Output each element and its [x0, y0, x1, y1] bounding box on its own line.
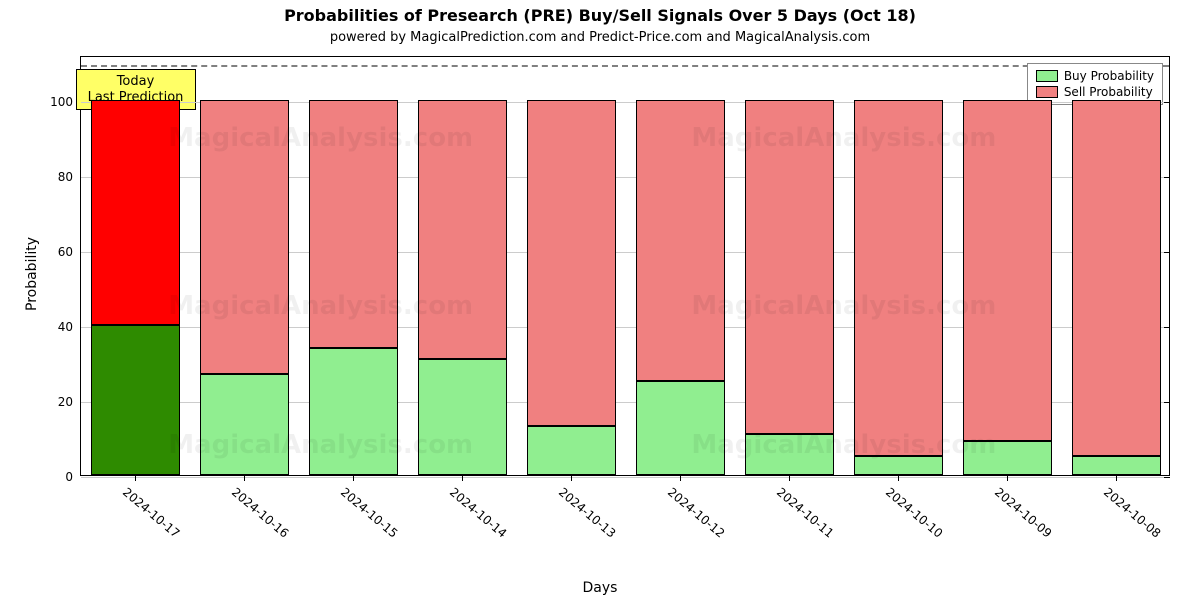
- bar-buy: [309, 348, 398, 476]
- ytick-mark: [1164, 402, 1170, 403]
- bar-buy: [963, 441, 1052, 475]
- bar-sell: [527, 100, 616, 426]
- chart-container: Probabilities of Presearch (PRE) Buy/Sel…: [0, 0, 1200, 600]
- bar-sell: [1072, 100, 1161, 456]
- xtick-mark: [462, 475, 463, 481]
- xtick-mark: [789, 475, 790, 481]
- xtick-mark: [1116, 475, 1117, 481]
- bar-buy: [91, 325, 180, 475]
- xtick-label: 2024-10-13: [556, 485, 618, 541]
- ytick-label: 20: [58, 395, 81, 409]
- x-axis-label: Days: [583, 580, 618, 596]
- bar-buy: [636, 381, 725, 475]
- ytick-label: 100: [50, 95, 81, 109]
- xtick-label: 2024-10-14: [447, 485, 509, 541]
- xtick-mark: [1007, 475, 1008, 481]
- watermark: MagicalAnalysis.com: [691, 123, 996, 153]
- bar-slot: 2024-10-11: [745, 55, 834, 475]
- xtick-label: 2024-10-15: [338, 485, 400, 541]
- bar-slot: 2024-10-16: [200, 55, 289, 475]
- xtick-mark: [135, 475, 136, 481]
- ytick-mark: [1164, 327, 1170, 328]
- bar-sell: [418, 100, 507, 359]
- bar-slot: 2024-10-13: [527, 55, 616, 475]
- bar-buy: [200, 374, 289, 475]
- xtick-label: 2024-10-17: [120, 485, 182, 541]
- xtick-mark: [898, 475, 899, 481]
- xtick-label: 2024-10-09: [992, 485, 1054, 541]
- y-axis-label: Probability: [24, 237, 40, 311]
- bar-slot: 2024-10-10: [854, 55, 943, 475]
- bar-sell: [745, 100, 834, 434]
- ytick-label: 40: [58, 320, 81, 334]
- bar-slot: 2024-10-17: [91, 55, 180, 475]
- bar-sell: [854, 100, 943, 456]
- plot-area: Buy ProbabilitySell Probability Today La…: [80, 56, 1170, 476]
- xtick-label: 2024-10-12: [665, 485, 727, 541]
- bar-buy: [418, 359, 507, 475]
- bar-buy: [1072, 456, 1161, 475]
- bar-slot: 2024-10-15: [309, 55, 398, 475]
- bar-sell: [963, 100, 1052, 441]
- xtick-mark: [353, 475, 354, 481]
- chart-subtitle: powered by MagicalPrediction.com and Pre…: [0, 30, 1200, 45]
- ytick-label: 0: [65, 470, 81, 484]
- bar-buy: [854, 456, 943, 475]
- xtick-label: 2024-10-11: [774, 485, 836, 541]
- bar-slot: 2024-10-09: [963, 55, 1052, 475]
- bar-sell: [636, 100, 725, 381]
- bar-slot: 2024-10-08: [1072, 55, 1161, 475]
- watermark: MagicalAnalysis.com: [691, 430, 996, 460]
- ytick-mark: [1164, 477, 1170, 478]
- watermark: MagicalAnalysis.com: [691, 291, 996, 321]
- ytick-label: 60: [58, 245, 81, 259]
- xtick-label: 2024-10-08: [1101, 485, 1163, 541]
- xtick-mark: [571, 475, 572, 481]
- xtick-label: 2024-10-16: [229, 485, 291, 541]
- xtick-mark: [244, 475, 245, 481]
- ytick-mark: [1164, 102, 1170, 103]
- bar-slot: 2024-10-12: [636, 55, 725, 475]
- ytick-mark: [1164, 252, 1170, 253]
- ytick-label: 80: [58, 170, 81, 184]
- bar-sell: [91, 100, 180, 325]
- ytick-mark: [1164, 177, 1170, 178]
- bar-buy: [745, 434, 834, 475]
- xtick-mark: [680, 475, 681, 481]
- chart-title: Probabilities of Presearch (PRE) Buy/Sel…: [0, 6, 1200, 25]
- bar-slot: 2024-10-14: [418, 55, 507, 475]
- bar-sell: [200, 100, 289, 374]
- bar-buy: [527, 426, 616, 475]
- bar-sell: [309, 100, 398, 348]
- xtick-label: 2024-10-10: [883, 485, 945, 541]
